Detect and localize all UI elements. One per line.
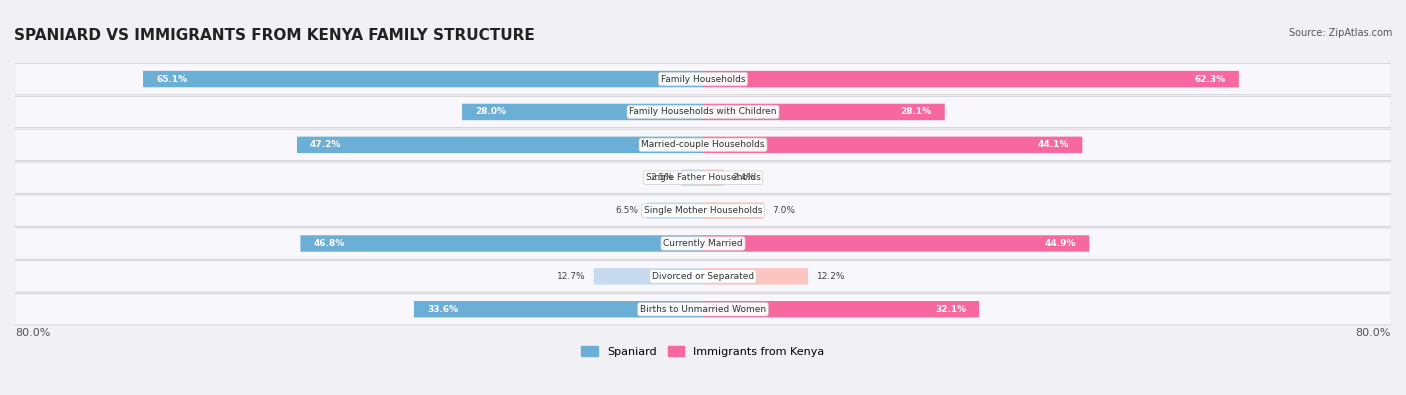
FancyBboxPatch shape [15, 261, 1391, 292]
Text: Family Households with Children: Family Households with Children [630, 107, 776, 117]
Text: 12.2%: 12.2% [817, 272, 845, 281]
FancyBboxPatch shape [143, 71, 703, 87]
FancyBboxPatch shape [413, 301, 703, 318]
Text: 6.5%: 6.5% [616, 206, 638, 215]
Text: 44.1%: 44.1% [1038, 140, 1070, 149]
Text: 47.2%: 47.2% [309, 140, 342, 149]
FancyBboxPatch shape [15, 195, 1391, 226]
Text: 62.3%: 62.3% [1195, 75, 1226, 84]
FancyBboxPatch shape [703, 301, 979, 318]
Text: 28.1%: 28.1% [901, 107, 932, 117]
Text: 80.0%: 80.0% [1355, 328, 1391, 338]
FancyBboxPatch shape [297, 137, 703, 153]
Text: 2.4%: 2.4% [733, 173, 755, 182]
FancyBboxPatch shape [703, 268, 808, 284]
Text: 32.1%: 32.1% [935, 305, 966, 314]
FancyBboxPatch shape [593, 268, 703, 284]
Text: 12.7%: 12.7% [557, 272, 585, 281]
FancyBboxPatch shape [703, 71, 1239, 87]
Text: Births to Unmarried Women: Births to Unmarried Women [640, 305, 766, 314]
FancyBboxPatch shape [703, 235, 1090, 252]
FancyBboxPatch shape [15, 228, 1391, 259]
Text: Source: ZipAtlas.com: Source: ZipAtlas.com [1288, 28, 1392, 38]
FancyBboxPatch shape [15, 293, 1391, 325]
Text: SPANIARD VS IMMIGRANTS FROM KENYA FAMILY STRUCTURE: SPANIARD VS IMMIGRANTS FROM KENYA FAMILY… [14, 28, 534, 43]
Legend: Spaniard, Immigrants from Kenya: Spaniard, Immigrants from Kenya [576, 342, 830, 361]
Text: Married-couple Households: Married-couple Households [641, 140, 765, 149]
FancyBboxPatch shape [15, 96, 1391, 128]
FancyBboxPatch shape [301, 235, 703, 252]
Text: Divorced or Separated: Divorced or Separated [652, 272, 754, 281]
Text: 7.0%: 7.0% [772, 206, 794, 215]
Text: Single Father Households: Single Father Households [645, 173, 761, 182]
FancyBboxPatch shape [703, 137, 1083, 153]
Text: 28.0%: 28.0% [475, 107, 506, 117]
Text: 44.9%: 44.9% [1045, 239, 1076, 248]
Text: 2.5%: 2.5% [650, 173, 673, 182]
FancyBboxPatch shape [15, 129, 1391, 160]
FancyBboxPatch shape [682, 169, 703, 186]
FancyBboxPatch shape [15, 162, 1391, 193]
Text: 80.0%: 80.0% [15, 328, 51, 338]
Text: 65.1%: 65.1% [156, 75, 187, 84]
Text: Family Households: Family Households [661, 75, 745, 84]
FancyBboxPatch shape [703, 104, 945, 120]
Text: 33.6%: 33.6% [427, 305, 458, 314]
FancyBboxPatch shape [463, 104, 703, 120]
FancyBboxPatch shape [703, 202, 763, 219]
FancyBboxPatch shape [647, 202, 703, 219]
FancyBboxPatch shape [15, 64, 1391, 95]
FancyBboxPatch shape [703, 169, 724, 186]
Text: 46.8%: 46.8% [314, 239, 344, 248]
Text: Single Mother Households: Single Mother Households [644, 206, 762, 215]
Text: Currently Married: Currently Married [664, 239, 742, 248]
